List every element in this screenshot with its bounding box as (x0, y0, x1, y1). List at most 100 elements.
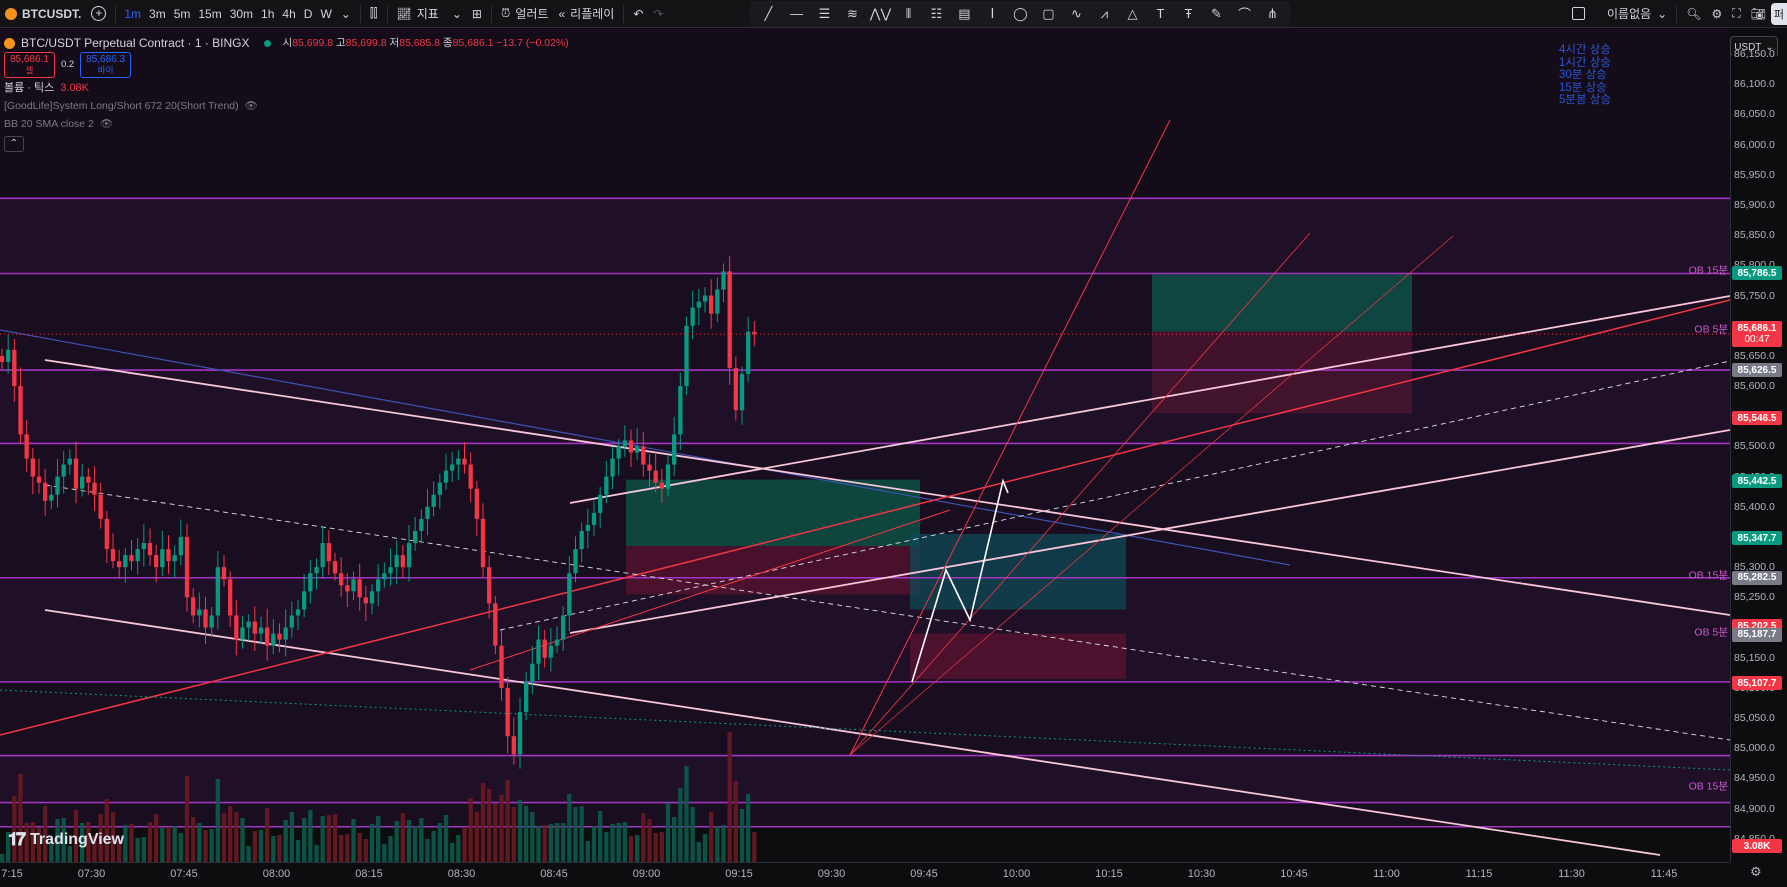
spread-value: 0.2 (60, 59, 75, 70)
projection-tool[interactable]: ⋔ (1258, 2, 1286, 26)
trend-status-line: 5분봉 상승 (1559, 94, 1611, 106)
candle-body (0, 355, 5, 362)
price-axis[interactable]: 86,150.0 86,100.0 86,050.0 86,000.0 85,950.0… (1730, 48, 1787, 862)
candle-body (653, 470, 658, 483)
price-tag-value: 85,442.5 (1737, 475, 1777, 487)
pattern-icon: ⋀⋁ (869, 5, 892, 21)
replay-button[interactable]: « 리플레이 (553, 0, 619, 28)
settings-button[interactable]: ⚙︎ (1706, 0, 1727, 28)
interval-D[interactable]: D (303, 6, 313, 21)
interval-5m[interactable]: 5m (173, 6, 191, 21)
volume-bar (542, 825, 547, 862)
layout-button[interactable]: 이름없음 ⌄ (1567, 0, 1672, 28)
volume-bar (166, 827, 171, 862)
interval-4h[interactable]: 4h (282, 6, 296, 21)
undo-button[interactable]: ↶ (628, 0, 648, 28)
volume-title[interactable]: 볼륨 · 틱스 (4, 82, 55, 94)
candle-body (462, 458, 467, 465)
sell-button[interactable]: 85,686.1 셀 (4, 52, 55, 78)
indicator-goodlife[interactable]: [GoodLife]System Long/Short 672 20(Short… (4, 97, 569, 115)
collapse-legend-button[interactable]: ⌃ (4, 136, 24, 152)
interval-W[interactable]: W (320, 6, 332, 21)
indicators-button[interactable]: 📈︎ 지표 ⌄ (392, 0, 467, 28)
templates-button[interactable]: ⊞ (467, 0, 487, 28)
time-tick-label: 10:15 (1095, 868, 1123, 880)
triangle-tool[interactable]: △ (1118, 2, 1146, 26)
volume-bar (524, 806, 529, 862)
snapshot-button[interactable]: 📷︎ (1746, 0, 1771, 28)
chart-legend: BTC/USDT Perpetual Contract · 1 · BINGX … (4, 36, 569, 152)
interval-1h[interactable]: 1h (261, 6, 275, 21)
volume-bar (18, 774, 23, 862)
note-tool[interactable]: Ŧ (1174, 2, 1202, 26)
fib-retracement-tool[interactable]: ☷ (922, 2, 950, 26)
redo-button[interactable]: ↷ (648, 0, 668, 28)
time-axis[interactable]: 7:15 07:30 07:45 08:00 08:15 08:30 08:45 09:00 0… (0, 862, 1730, 887)
currency-selector[interactable]: USDT ⌄ (1730, 36, 1778, 58)
interval-dropdown[interactable]: ⌄ (336, 0, 356, 28)
price-chart[interactable] (0, 28, 1730, 862)
search-button[interactable]: 🔍︎ (1681, 0, 1706, 28)
compare-button[interactable]: + (86, 0, 111, 28)
hidden-eye-icon[interactable]: 👁︎ (99, 118, 114, 130)
candle-body (591, 512, 597, 525)
text-cursor-tool[interactable]: Ⅰ (978, 2, 1006, 26)
trend-line-tool[interactable]: ╱ (754, 2, 782, 26)
candle-body (43, 482, 48, 501)
parallel-channel-tool[interactable]: ☰ (810, 2, 838, 26)
interval-3m[interactable]: 3m (149, 6, 166, 21)
shapes-tool[interactable]: ⌒ (1230, 2, 1258, 26)
sell-price: 85,686.1 (10, 54, 49, 65)
settings-corner-button[interactable]: ⚙︎ (1750, 864, 1762, 880)
buy-button[interactable]: 85,686.3 바이 (80, 52, 132, 78)
interval-1m[interactable]: 1m (124, 6, 142, 21)
volume-bar (647, 819, 652, 862)
volume-bar (561, 823, 566, 862)
level-band (0, 681, 1730, 756)
brush-tool[interactable]: ✎ (1202, 2, 1230, 26)
tradingview-logo[interactable]: 𝟏𝟕 TradingView (8, 829, 124, 850)
price-tick-label: 85,950.0 (1734, 168, 1775, 181)
chart-type-button[interactable]: ⫿⫿ (365, 0, 383, 28)
elliott-tool[interactable]: ⩘ (1090, 2, 1118, 26)
horizontal-ray-tool[interactable]: — (782, 2, 810, 26)
hidden-eye-icon[interactable]: 👁︎ (244, 100, 258, 112)
circle-tool[interactable]: ◯ (1006, 2, 1034, 26)
fib-retracement-icon: ☷ (930, 5, 943, 21)
volume-bar (73, 810, 79, 862)
candle-body (135, 549, 140, 562)
candle-body (721, 271, 726, 290)
price-tick-label: 84,950.0 (1734, 772, 1775, 785)
rectangle-tool[interactable]: ▢ (1034, 2, 1062, 26)
legend-title[interactable]: BTC/USDT Perpetual Contract · 1 · BINGX (21, 36, 250, 50)
volume-bar (530, 812, 535, 862)
pattern-tool[interactable]: ⋀⋁ (866, 2, 894, 26)
fullscreen-button[interactable]: ⛶ (1727, 0, 1745, 28)
regression-tool[interactable]: ≋ (838, 2, 866, 26)
chart-pane[interactable] (0, 28, 1787, 887)
candle-body (413, 530, 418, 544)
symbol-search[interactable]: BTCUSDT. (0, 0, 86, 28)
candle-body (542, 639, 547, 658)
interval-30m[interactable]: 30m (229, 6, 254, 21)
publish-button[interactable]: 퍼 (1770, 2, 1787, 25)
candle-body (524, 681, 529, 713)
position-zone (1152, 331, 1412, 414)
trend-status-list: 4시간 상승 1시간 상승 30분 상승 15분 상승 5분봉 상승 (1559, 44, 1611, 107)
price-tick-label: 85,650.0 (1734, 349, 1775, 362)
fib-tool[interactable]: ⫴ (894, 2, 922, 26)
alert-button[interactable]: ⏰︎ 얼러트 (496, 0, 554, 28)
candle-body (431, 494, 436, 507)
text-tool[interactable]: T (1146, 2, 1174, 26)
candle-body (456, 458, 461, 465)
price-tick-label: 85,750.0 (1734, 289, 1775, 302)
path-tool[interactable]: ∿ (1062, 2, 1090, 26)
interval-15m[interactable]: 15m (198, 6, 222, 21)
candle-body (73, 458, 79, 489)
trend-line (569, 429, 1730, 634)
volume-bar (567, 794, 572, 862)
indicator-bb[interactable]: BB 20 SMA close 2 👁︎ (4, 115, 569, 133)
volume-bar (117, 840, 122, 862)
gann-tool[interactable]: ▤ (950, 2, 978, 26)
trend-status-line: 4시간 상승 (1559, 44, 1611, 56)
